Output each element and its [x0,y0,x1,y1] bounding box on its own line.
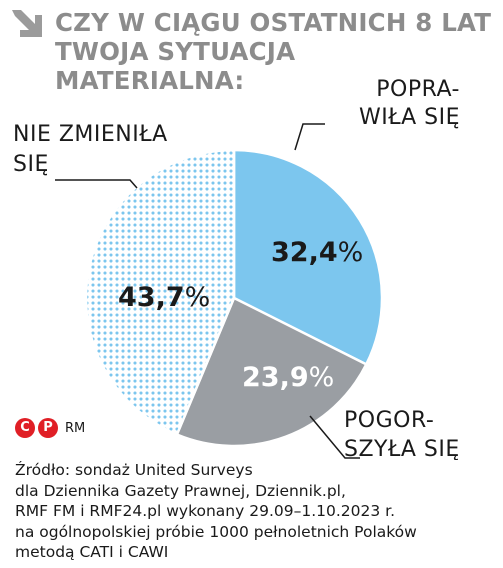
source-note: Źródło: sondaż United Surveys dla Dzienn… [15,460,495,563]
chart-title-line-3: MATERIALNA: [55,66,244,95]
pie-slice-poprawila [232,148,384,366]
pie-chart: CZY W CIĄGU OSTATNICH 8 LAT TWOJA SYTUAC… [12,8,491,460]
source-line: dla Dziennika Gazety Prawnej, Dziennik.p… [15,481,346,500]
leader-line-pogorszyla [309,415,360,459]
value-pct-poprawila: % [338,237,364,268]
pie-slice-pogorszyla [175,296,368,448]
credit-initials: RM [65,420,86,436]
arrow-down-right-icon [12,10,42,37]
chart-title-line-1: CZY W CIĄGU OSTATNICH 8 LAT [55,8,491,37]
value-pct-pogorszyla: % [309,362,335,393]
source-line: metodą CATI i CAWI [15,543,169,561]
source-line: RMF FM i RMF24.pl wykonany 29.09–1.10.20… [15,502,396,520]
value-label-poprawila: 32,4% [271,237,363,268]
copyright-icon: C [15,418,35,438]
label-pogorszyla-line-2: SZYŁA SIĘ [344,437,460,460]
label-nie-zmienila-line-2: SIĘ [13,152,49,177]
value-pct-nie-zmienila: % [185,282,211,313]
value-label-nie-zmienila: 43,7% [118,282,210,313]
credits: C P RM [15,416,85,440]
label-poprawila-line-2: WIŁA SIĘ [359,105,460,130]
label-pogorszyla-line-1: POGOR- [344,408,434,433]
photo-credit-icon: P [38,418,58,438]
pie-slices [84,148,384,448]
value-num-pogorszyla: 23,9 [242,362,309,393]
chart-title-line-2: TWOJA SYTUACJA [55,37,295,66]
leader-line-poprawila [294,123,325,151]
pie-slice-nie-zmienila [84,148,236,436]
label-poprawila-line-1: POPRA- [376,77,460,102]
label-nie-zmienila-line-1: NIE ZMIENIŁA [13,122,168,147]
source-line: na ogólnopolskiej próbie 1000 pełnoletni… [15,522,417,541]
value-label-pogorszyla: 23,9% [242,362,334,393]
leader-line-nie-zmienila [55,179,138,189]
value-num-poprawila: 32,4 [271,237,338,268]
value-num-nie-zmienila: 43,7 [118,282,185,313]
source-line: Źródło: sondaż United Surveys [15,461,253,479]
